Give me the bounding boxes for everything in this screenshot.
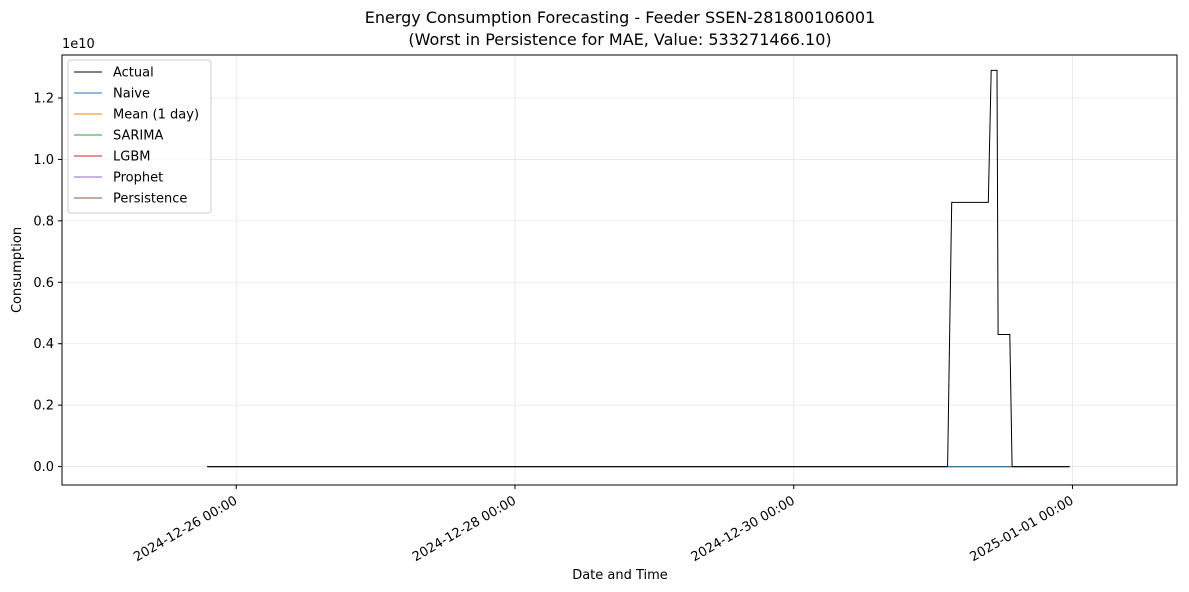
y-axis-label: Consumption bbox=[10, 227, 25, 313]
y-tick-label: 0.4 bbox=[33, 337, 54, 352]
y-tick-label: 0.2 bbox=[33, 399, 54, 414]
legend-label: Naive bbox=[113, 87, 150, 102]
y-offset-label: 1e10 bbox=[62, 37, 95, 52]
chart-title: Energy Consumption Forecasting - Feeder … bbox=[365, 8, 876, 27]
gridlines bbox=[62, 55, 1177, 485]
legend-label: Mean (1 day) bbox=[113, 108, 199, 123]
legend: Actual Naive Mean (1 day) SARIMA LGBM Prophet… bbox=[67, 59, 212, 214]
legend-label: LGBM bbox=[113, 150, 150, 165]
plot-frame bbox=[61, 54, 1178, 486]
legend-label: Actual bbox=[113, 66, 154, 81]
x-axis-label: Date and Time bbox=[572, 568, 668, 583]
y-tick-label: 0.6 bbox=[33, 276, 54, 291]
x-tick-label: 2024-12-28 00:00 bbox=[410, 493, 519, 565]
y-tick-label: 1.0 bbox=[33, 153, 54, 168]
y-tick-label: 0.8 bbox=[33, 214, 54, 229]
y-axis-ticks: 0.0 0.2 0.4 0.6 0.8 1.0 1.2 bbox=[33, 92, 62, 475]
x-tick-label: 2024-12-30 00:00 bbox=[689, 493, 798, 565]
series-line-actual bbox=[207, 69, 1070, 468]
series-lines bbox=[207, 69, 1070, 468]
y-tick-label: 0.0 bbox=[33, 460, 54, 475]
legend-label: SARIMA bbox=[113, 129, 163, 144]
x-tick-label: 2024-12-26 00:00 bbox=[131, 493, 240, 565]
chart-subtitle: (Worst in Persistence for MAE, Value: 53… bbox=[408, 30, 831, 49]
legend-box bbox=[67, 59, 212, 214]
legend-label: Persistence bbox=[113, 192, 187, 207]
legend-label: Prophet bbox=[113, 171, 163, 186]
y-tick-label: 1.2 bbox=[33, 92, 54, 107]
x-tick-label: 2025-01-01 00:00 bbox=[968, 493, 1077, 565]
x-axis-ticks: 2024-12-26 00:00 2024-12-28 00:00 2024-12-… bbox=[131, 485, 1076, 565]
